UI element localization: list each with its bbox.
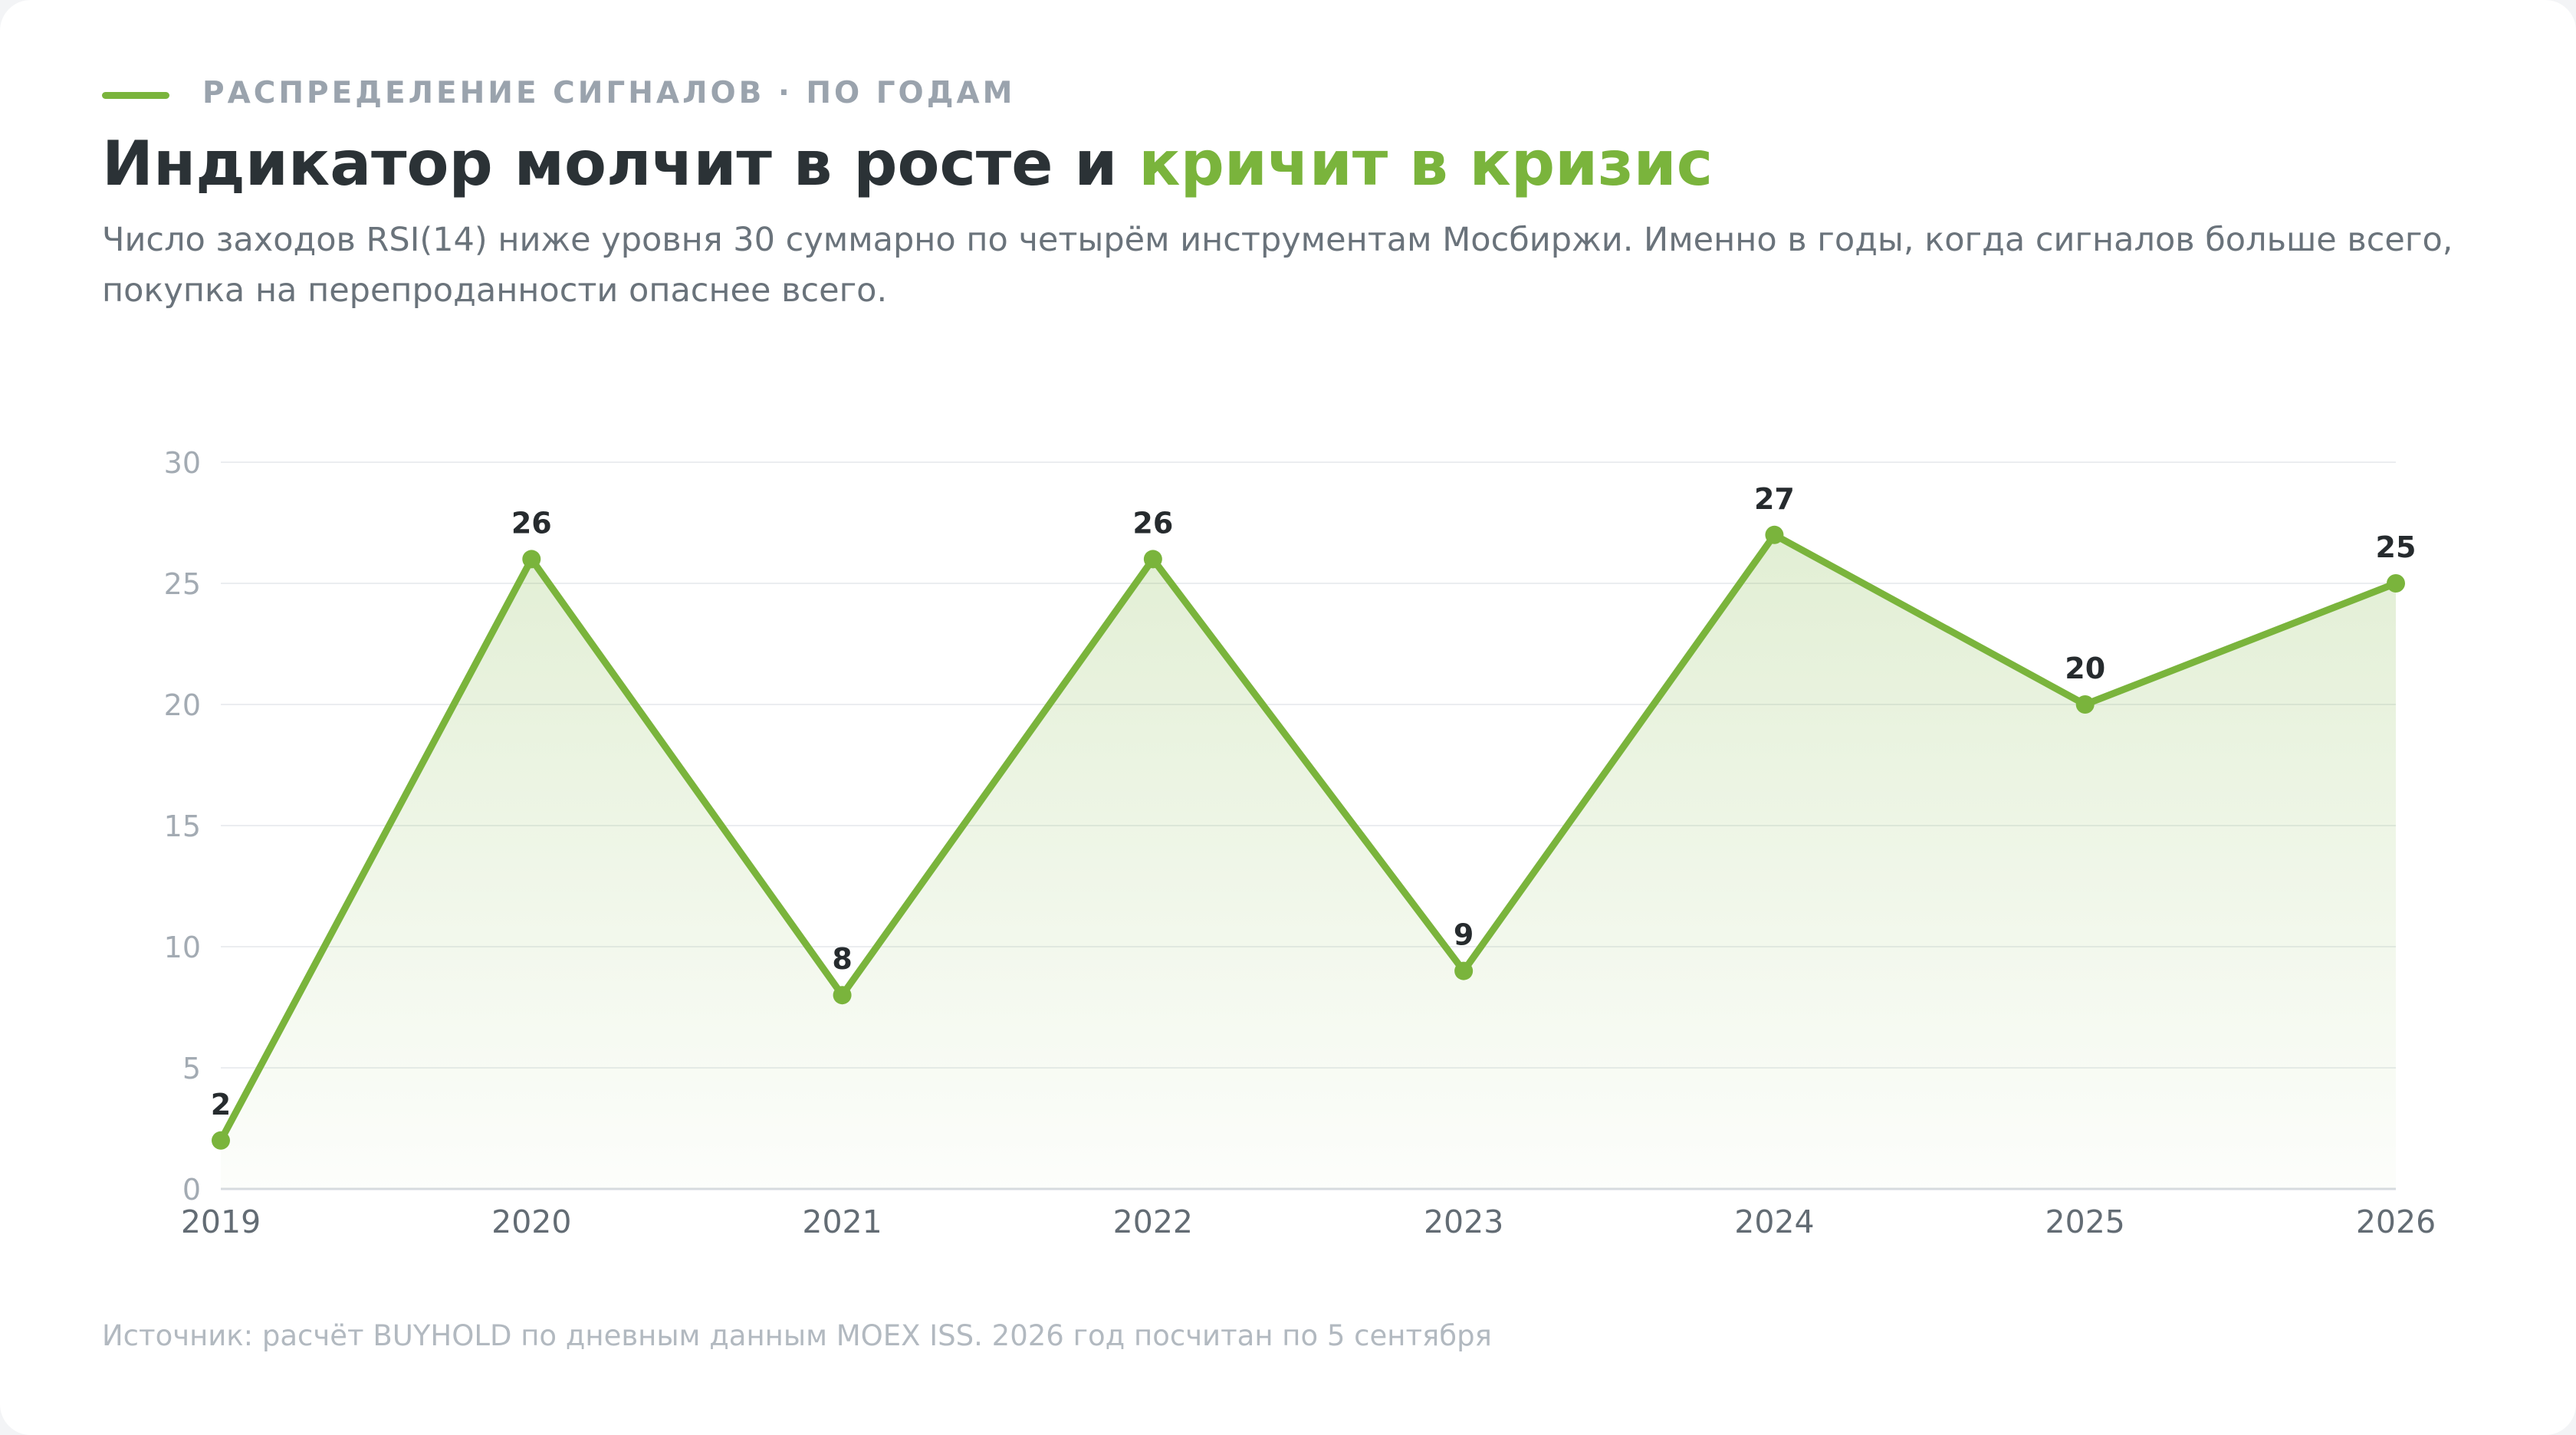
data-label: 2 bbox=[211, 1088, 231, 1121]
y-tick-label: 5 bbox=[182, 1052, 201, 1085]
data-point bbox=[2075, 695, 2095, 714]
y-tick-label: 10 bbox=[164, 931, 201, 964]
data-point bbox=[522, 550, 541, 569]
data-point bbox=[212, 1131, 230, 1150]
x-tick-label: 2020 bbox=[491, 1203, 571, 1240]
data-label: 20 bbox=[2065, 652, 2105, 685]
x-tick-label: 2023 bbox=[1424, 1203, 1503, 1240]
eyebrow-accent-line bbox=[102, 92, 169, 99]
data-label: 8 bbox=[832, 942, 852, 976]
data-point bbox=[2387, 574, 2405, 593]
page-title: Индикатор молчит в росте и кричит в криз… bbox=[102, 123, 1713, 205]
title-accent: кричит в кризис bbox=[1138, 128, 1714, 199]
eyebrow-label: РАСПРЕДЕЛЕНИЕ СИГНАЛОВ · ПО ГОДАМ bbox=[202, 76, 1016, 110]
data-label: 26 bbox=[511, 506, 552, 540]
x-tick-label: 2025 bbox=[2045, 1203, 2125, 1240]
x-tick-label: 2026 bbox=[2356, 1203, 2436, 1240]
source-note: Источник: расчёт BUYHOLD по дневным данн… bbox=[102, 1319, 1492, 1352]
data-label: 27 bbox=[1754, 482, 1795, 516]
subtitle: Число заходов RSI(14) ниже уровня 30 сум… bbox=[102, 221, 2453, 310]
y-tick-label: 0 bbox=[182, 1173, 201, 1207]
x-tick-label: 2022 bbox=[1113, 1203, 1193, 1240]
y-tick-label: 25 bbox=[164, 567, 201, 601]
series-area bbox=[221, 534, 2396, 1189]
x-tick-label: 2019 bbox=[181, 1203, 261, 1240]
data-label: 9 bbox=[1454, 918, 1474, 952]
data-label: 26 bbox=[1132, 506, 1173, 540]
data-point bbox=[1143, 550, 1162, 569]
data-point bbox=[1454, 961, 1474, 980]
y-tick-label: 20 bbox=[164, 688, 201, 722]
series-line bbox=[217, 531, 2400, 1144]
data-point bbox=[833, 986, 852, 1005]
title-main: Индикатор молчит в росте и bbox=[102, 128, 1139, 199]
x-tick-label: 2021 bbox=[802, 1203, 882, 1240]
y-tick-label: 30 bbox=[164, 446, 201, 480]
data-point bbox=[1765, 525, 1784, 544]
x-tick-label: 2024 bbox=[1734, 1203, 1814, 1240]
data-label: 25 bbox=[2376, 530, 2417, 564]
y-tick-label: 15 bbox=[164, 809, 201, 843]
